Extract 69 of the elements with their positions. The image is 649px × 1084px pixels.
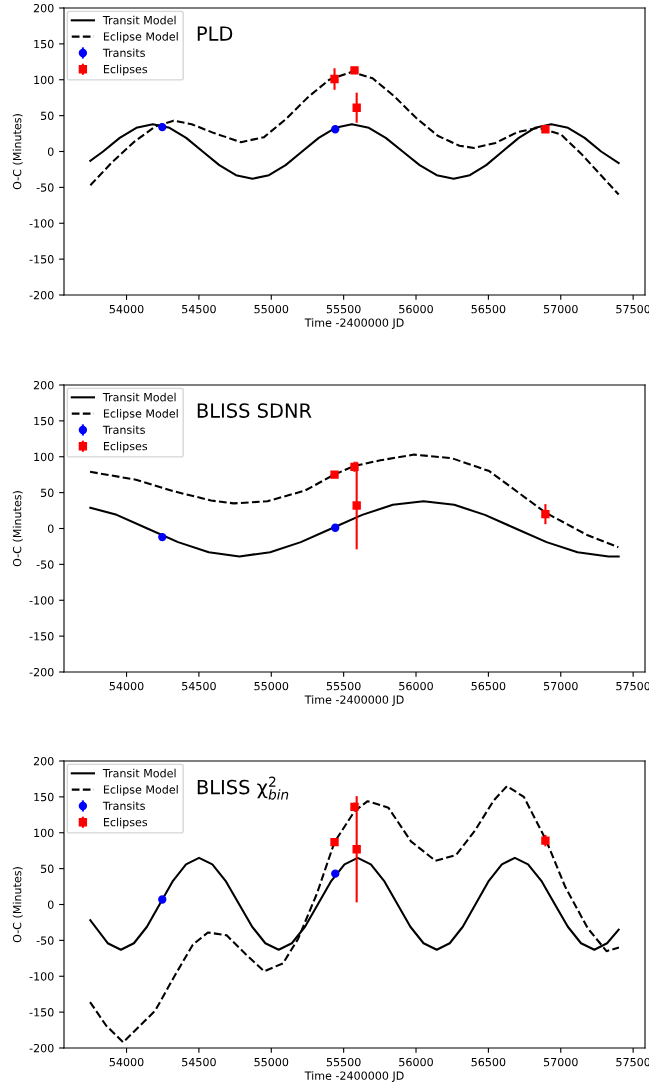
y-tick-label: 50 (41, 111, 54, 120)
y-tick-label: -100 (29, 596, 54, 605)
y-tick-label: 0 (47, 524, 54, 533)
x-tick-label: 56500 (471, 304, 506, 314)
x-tick-label: 57000 (543, 304, 578, 314)
legend-label: Transits (102, 801, 145, 810)
x-tick-label: 54500 (182, 681, 216, 691)
y-tick-label: 200 (33, 756, 54, 766)
y-axis-title: O-C (Minutes) (12, 867, 23, 943)
legend-label: Eclipses (103, 441, 148, 453)
x-tick-label: 56000 (399, 1057, 433, 1067)
legend-label: Eclipse Model (103, 32, 178, 43)
x-tick-label: 55000 (254, 304, 289, 314)
y-tick-label: 0 (47, 147, 54, 156)
y-tick-label: -200 (29, 1043, 54, 1053)
legend-label: Transit Model (102, 15, 176, 25)
x-tick-label: 54000 (109, 681, 144, 691)
legend-label: Transits (102, 48, 145, 57)
y-tick-label: -150 (29, 255, 54, 264)
y-tick-label: 100 (34, 75, 54, 85)
x-tick-label: 55500 (326, 681, 361, 691)
y-tick-label: 50 (41, 864, 54, 873)
y-tick-label: 150 (34, 416, 54, 426)
x-tick-label: 54000 (109, 1057, 144, 1067)
x-tick-label: 55500 (326, 1057, 361, 1067)
x-tick-label: 54000 (109, 304, 144, 314)
x-tick-label: 54500 (182, 1057, 216, 1067)
y-tick-label: 200 (33, 380, 54, 390)
x-axis-title: Time -2400000 JD (304, 695, 404, 706)
x-tick-label: 55500 (326, 304, 361, 314)
legend-label: Transit Model (102, 768, 176, 778)
y-axis-title: O-C (Minutes) (12, 491, 23, 567)
x-tick-label: 56000 (399, 681, 433, 691)
legend-label: Transits (102, 425, 145, 434)
x-tick-label: 55000 (254, 1057, 289, 1067)
y-tick-label: -200 (29, 290, 54, 300)
y-tick-label: 50 (41, 488, 54, 497)
x-axis-title: Time -2400000 JD (304, 1071, 404, 1082)
x-axis-title: Time -2400000 JD (304, 318, 404, 329)
y-tick-label: 150 (34, 792, 54, 802)
legend-label: Transit Model (102, 392, 176, 402)
y-tick-label: 150 (34, 39, 54, 49)
y-axis-title: O-C (Minutes) (12, 114, 23, 190)
y-tick-label: 200 (33, 3, 54, 13)
annotation: BLISS SDNR (197, 403, 312, 418)
legend-label: Eclipse Model (103, 785, 178, 796)
legend-label: Eclipse Model (103, 409, 178, 420)
legend-label: Eclipses (103, 64, 148, 76)
y-tick-label: -200 (29, 667, 54, 677)
y-tick-label: -150 (29, 632, 54, 641)
y-tick-label: 100 (34, 452, 54, 462)
y-tick-label: -50 (36, 936, 54, 945)
annotation: PLD (197, 26, 233, 41)
x-tick-label: 54500 (182, 304, 216, 314)
y-tick-label: -50 (36, 183, 54, 192)
x-tick-label: 57000 (543, 681, 578, 691)
legend-label: Eclipses (103, 817, 148, 829)
y-tick-label: -100 (29, 972, 54, 981)
y-tick-label: 0 (47, 900, 54, 909)
x-tick-label: 56000 (399, 304, 433, 314)
y-tick-label: -50 (36, 560, 54, 569)
y-tick-label: -100 (29, 219, 54, 228)
y-tick-label: 100 (34, 828, 54, 838)
annotation: BLISS χ$^{2}$$_{bin}$ (197, 776, 289, 800)
x-tick-label: 56500 (471, 1057, 506, 1067)
y-tick-label: -150 (29, 1008, 54, 1017)
x-tick-label: 55000 (254, 681, 289, 691)
x-tick-label: 56500 (471, 681, 506, 691)
x-tick-label: 57000 (543, 1057, 578, 1067)
